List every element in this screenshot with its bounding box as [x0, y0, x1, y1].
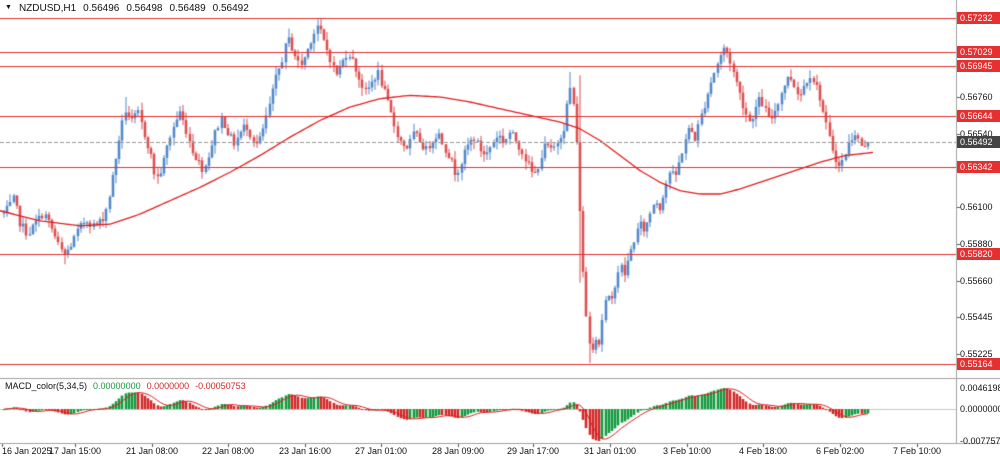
time-axis-label: 29 Jan 17:00 — [506, 446, 560, 456]
price-level-badge: 0.55820 — [957, 248, 1000, 261]
ohlc-high: 0.56498 — [126, 3, 163, 14]
time-axis-label: 28 Jan 09:00 — [431, 446, 485, 456]
macd-value-1: 0.00000000 — [93, 381, 141, 391]
time-axis-label: 16 Jan 2025 — [2, 446, 52, 456]
macd-indicator-label: MACD_color(5,34,5) 0.00000000 0.0000000 … — [5, 381, 246, 391]
time-axis-label: 4 Feb 18:00 — [738, 446, 788, 456]
macd-axis-label-max: 0.0046198 — [960, 383, 1000, 393]
price-level-badge: 0.55164 — [957, 357, 1000, 370]
price-axis-label: 0.56760 — [960, 92, 993, 102]
time-axis-label: 17 Jan 15:00 — [48, 446, 102, 456]
time-axis-label: 6 Feb 02:00 — [815, 446, 865, 456]
ohlc-low: 0.56489 — [169, 3, 206, 14]
chart-title: ▼ NZDUSD,H1 0.56496 0.56498 0.56489 0.56… — [5, 3, 249, 14]
time-axis-label: 22 Jan 08:00 — [201, 446, 255, 456]
time-axis-label: 27 Jan 01:00 — [354, 446, 408, 456]
ohlc-open: 0.56496 — [83, 3, 120, 14]
price-level-badge: 0.56644 — [957, 110, 1000, 123]
symbol-timeframe: NZDUSD,H1 — [18, 3, 77, 14]
price-level-badge: 0.56945 — [957, 60, 1000, 73]
price-level-badge: 0.56342 — [957, 160, 1000, 173]
price-axis-label: 0.56100 — [960, 202, 993, 213]
current-price-badge: 0.56492 — [957, 135, 1000, 148]
time-axis-label: 31 Jan 01:00 — [583, 446, 637, 456]
macd-value-3: -0.00050753 — [195, 381, 246, 391]
price-axis-label: 0.55225 — [960, 348, 993, 359]
time-axis-label: 23 Jan 16:00 — [278, 446, 332, 456]
price-axis-label: 0.55445 — [960, 311, 993, 322]
price-level-badge: 0.57232 — [957, 12, 1000, 25]
price-level-badge: 0.57029 — [957, 46, 1000, 59]
macd-axis-label-zero: 0.0000000 — [960, 404, 1000, 415]
price-axis-label: 0.56540 — [960, 128, 993, 139]
time-axis-label: 3 Feb 10:00 — [662, 446, 712, 456]
macd-axis-label-min: -0.0077570 — [960, 436, 1000, 446]
time-axis-label: 21 Jan 08:00 — [125, 446, 179, 456]
price-axis-label: 0.55880 — [960, 239, 993, 250]
symbol-dropdown-arrow-icon[interactable]: ▼ — [5, 4, 12, 11]
time-axis-label: 7 Feb 10:00 — [892, 446, 942, 456]
ohlc-close: 0.56492 — [212, 3, 249, 14]
macd-name: MACD_color(5,34,5) — [5, 381, 88, 391]
price-axis-label: 0.55660 — [960, 275, 993, 286]
macd-value-2: 0.0000000 — [146, 381, 190, 391]
